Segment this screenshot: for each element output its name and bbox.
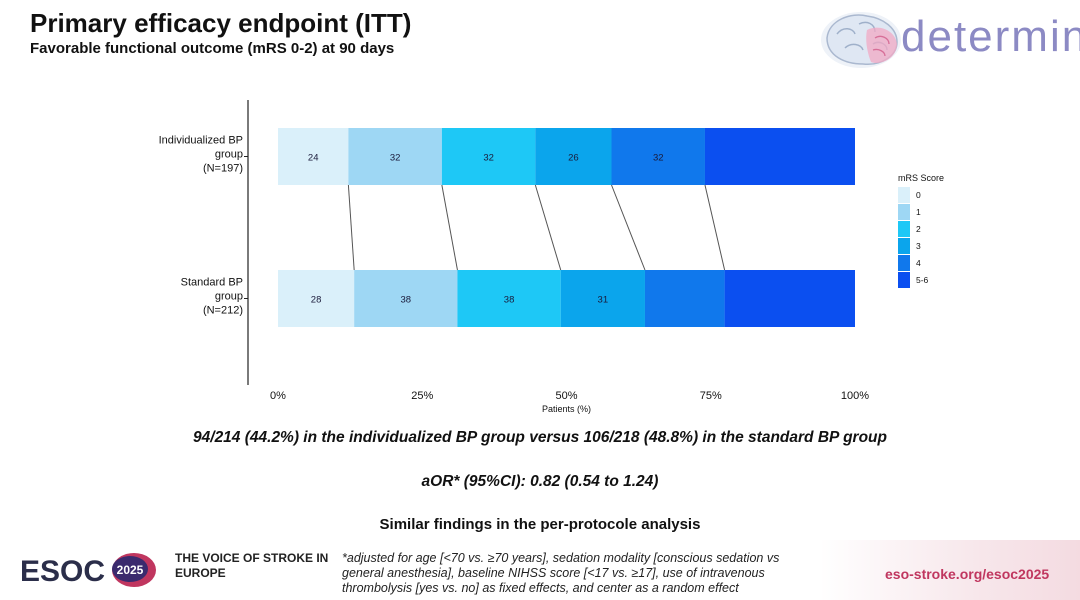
legend-label-3: 3 xyxy=(916,241,921,251)
connector-line-4 xyxy=(611,184,646,271)
esoc-logo-text: ESOC xyxy=(20,555,105,588)
bar-segment-2-mrs-5-6 xyxy=(724,270,855,327)
esoc-logo: ESOC 2025 xyxy=(20,553,156,588)
category-label-2-line-1: Standard BP xyxy=(181,277,243,289)
legend-label-1: 1 xyxy=(916,207,921,217)
finding-per-protocol: Similar findings in the per-protocole an… xyxy=(379,516,701,533)
bar-segment-2-mrs-2 xyxy=(457,270,561,327)
bar-segment-2-mrs-4 xyxy=(644,270,725,327)
category-label-1-line-2: group xyxy=(215,149,243,161)
legend-label-2: 2 xyxy=(916,224,921,234)
connector-line-5 xyxy=(704,184,726,271)
legend-title: mRS Score xyxy=(898,173,944,183)
x-tick-label-100: 100% xyxy=(841,390,869,402)
category-label-2-line-3: (N=212) xyxy=(203,305,243,317)
bar-segment-1-mrs-5-6 xyxy=(704,128,855,185)
x-tick-label-75: 75% xyxy=(700,390,722,402)
page-title: Primary efficacy endpoint (ITT) xyxy=(30,8,412,38)
bar-label-2-2: 38 xyxy=(504,295,515,306)
bar-label-1-1: 32 xyxy=(390,153,401,164)
bar-label-1-4: 32 xyxy=(653,153,664,164)
footer-gradient xyxy=(820,540,1080,600)
logo-text: determine xyxy=(901,12,1080,61)
conference-url: eso-stroke.org/esoc2025 xyxy=(885,566,1050,582)
legend-swatch-5-6 xyxy=(898,272,910,288)
category-label-2-line-2: group xyxy=(215,291,243,303)
brain-icon xyxy=(821,12,901,68)
page-subtitle: Favorable functional outcome (mRS 0-2) a… xyxy=(30,40,395,57)
bar-segment-1-mrs-4 xyxy=(611,128,705,185)
connector-line-1 xyxy=(347,184,355,271)
bar-label-1-3: 26 xyxy=(568,153,579,164)
x-tick-label-0: 0% xyxy=(270,390,286,402)
x-tick-label-50: 50% xyxy=(555,390,577,402)
bar-segment-1-mrs-1 xyxy=(348,128,442,185)
legend-label-5-6: 5-6 xyxy=(916,275,929,285)
bar-label-2-0: 28 xyxy=(311,295,322,306)
legend-label-0: 0 xyxy=(916,190,921,200)
legend-swatch-2 xyxy=(898,221,910,237)
legend-swatch-0 xyxy=(898,187,910,203)
legend-swatch-1 xyxy=(898,204,910,220)
legend-label-4: 4 xyxy=(916,258,921,268)
category-label-1-line-3: (N=197) xyxy=(203,163,243,175)
bar-segment-1-mrs-3 xyxy=(535,128,612,185)
legend-swatch-3 xyxy=(898,238,910,254)
bar-label-1-2: 32 xyxy=(483,153,494,164)
finding-proportions: 94/214 (44.2%) in the individualized BP … xyxy=(193,429,887,446)
finding-aor: aOR* (95%CI): 0.82 (0.54 to 1.24) xyxy=(421,473,659,490)
determine-logo: determine xyxy=(815,4,1080,76)
footnote: *adjusted for age [<70 vs. ≥70 years], s… xyxy=(342,551,780,595)
bar-segment-2-mrs-3 xyxy=(560,270,645,327)
category-label-1-line-1: Individualized BP xyxy=(159,135,243,147)
bar-segment-1-mrs-0 xyxy=(278,128,349,185)
bar-segment-2-mrs-1 xyxy=(354,270,458,327)
esoc-year: 2025 xyxy=(117,563,144,577)
bar-label-2-1: 38 xyxy=(401,295,412,306)
connector-line-3 xyxy=(534,184,562,271)
legend-swatch-4 xyxy=(898,255,910,271)
x-axis-title: Patients (%) xyxy=(542,404,591,414)
bar-segment-1-mrs-2 xyxy=(441,128,536,185)
bar-label-1-0: 24 xyxy=(308,153,319,164)
connector-line-2 xyxy=(441,184,458,271)
bar-label-2-3: 31 xyxy=(598,295,609,306)
bar-segment-2-mrs-0 xyxy=(278,270,355,327)
esoc-tagline: THE VOICE OF STROKE IN EUROPE xyxy=(175,551,329,580)
x-tick-label-25: 25% xyxy=(411,390,433,402)
